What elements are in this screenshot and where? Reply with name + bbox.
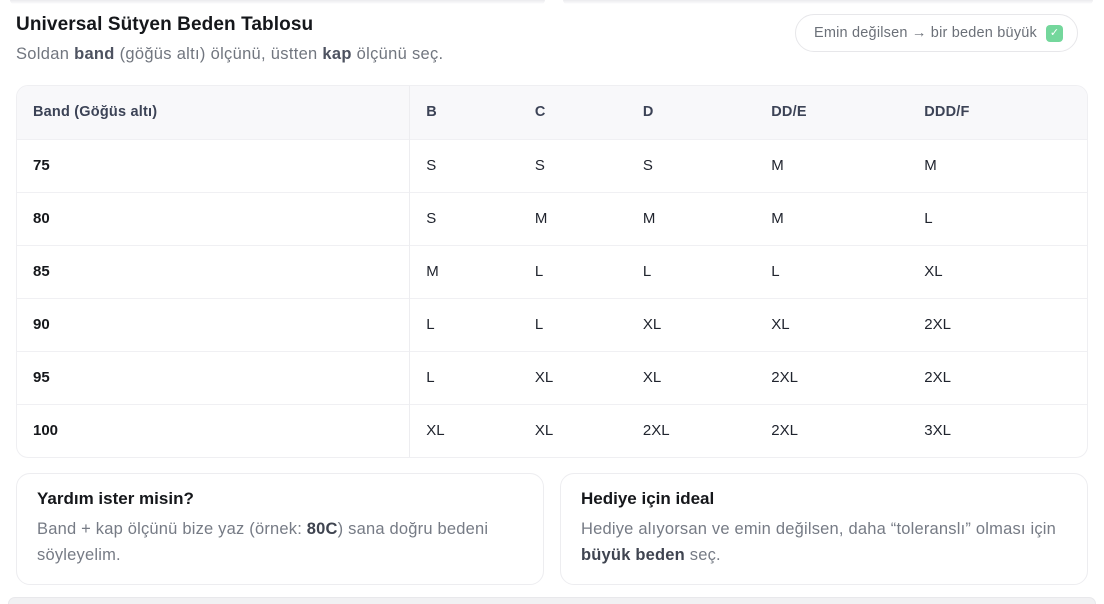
size-cell: S — [642, 157, 653, 174]
help-card: Yardım ister misin? Band + kap ölçünü bi… — [16, 473, 544, 586]
help-card-body: Band + kap ölçünü bize yaz (örnek: 80C) … — [37, 516, 523, 568]
size-cell: XL — [534, 422, 554, 440]
subtitle: Soldan band (göğüs altı) ölçünü, üstten … — [16, 45, 1088, 64]
size-cell: 2XL — [642, 422, 670, 440]
column-header-c: C — [518, 86, 627, 139]
size-cell: XL — [534, 369, 554, 386]
size-cell: L — [534, 316, 544, 333]
table-row-95: 95 L XL XL 2XL 2XL — [17, 351, 1087, 404]
size-cell: 2XL — [771, 422, 798, 440]
size-cell: XL — [924, 263, 943, 280]
gift-card-text: seç. — [684, 546, 721, 565]
size-cell: M — [426, 263, 439, 280]
subtitle-text: ölçünü seç. — [351, 45, 444, 63]
page-title: Universal Sütyen Beden Tablosu — [16, 14, 314, 35]
size-cell: 2XL — [771, 369, 798, 386]
size-cell: L — [924, 210, 933, 227]
table-row-80: 80 S M M M L — [17, 192, 1087, 245]
size-cell: S — [426, 157, 437, 174]
band-cell: 95 — [17, 351, 411, 404]
subtitle-keyword-kap: kap — [322, 45, 352, 63]
gift-card: Hediye için ideal Hediye alıyorsan ve em… — [560, 473, 1088, 586]
size-cell: 2XL — [924, 316, 951, 333]
size-cell: M — [771, 157, 784, 174]
band-cell: 85 — [17, 245, 411, 298]
column-header-dd-e: DD/E — [755, 86, 909, 139]
band-cell: 100 — [17, 404, 411, 457]
table-row-85: 85 M L L L XL — [17, 245, 1087, 298]
help-card-example-size: 80C — [306, 520, 338, 538]
size-cell: L — [426, 316, 435, 333]
help-card-title: Yardım ister misin? — [37, 489, 194, 508]
gift-card-text: Hediye alıyorsan ve emin değilsen, daha … — [581, 520, 1061, 538]
size-cell: XL — [771, 316, 790, 333]
size-cell: L — [534, 263, 544, 280]
size-up-hint-badge: Emin değilsen → bir beden büyük ✓ — [794, 14, 1078, 52]
size-cell: L — [426, 369, 435, 386]
column-header-ddd-f: DDD/F — [908, 86, 1087, 139]
size-cell: M — [924, 157, 937, 174]
size-table-container: Band (Göğüs altı) B C D DD/E DDD/F 75 S … — [16, 85, 1088, 458]
size-cell: M — [534, 210, 548, 227]
check-icon: ✓ — [1046, 24, 1063, 42]
previous-section-edge-right — [563, 0, 1093, 4]
hint-badge-label: Emin değilsen → bir beden büyük — [813, 25, 1037, 41]
size-cell: XL — [642, 369, 662, 386]
table-row-90: 90 L L XL XL 2XL — [17, 298, 1087, 351]
size-cell: 3XL — [924, 422, 951, 440]
size-cell: S — [426, 210, 437, 227]
table-header-row: Band (Göğüs altı) B C D DD/E DDD/F — [17, 86, 1087, 139]
gift-card-keyword: büyük beden — [581, 546, 685, 565]
size-cell: L — [771, 263, 780, 280]
size-cell: S — [534, 157, 545, 174]
subtitle-keyword-band: band — [74, 45, 115, 63]
size-cell: L — [642, 263, 652, 280]
next-section-edge — [8, 597, 1096, 604]
info-cards-row: Yardım ister misin? Band + kap ölçünü bi… — [16, 473, 1088, 586]
size-cell: XL — [426, 422, 445, 440]
subtitle-text: (göğüs altı) ölçünü, üstten — [114, 45, 323, 63]
size-guide-section: Universal Sütyen Beden Tablosu Soldan ba… — [16, 14, 1088, 586]
size-table: Band (Göğüs altı) B C D DD/E DDD/F 75 S … — [17, 86, 1087, 457]
column-header-d: D — [626, 86, 756, 139]
column-header-b: B — [409, 86, 519, 139]
band-cell: 90 — [17, 298, 411, 351]
gift-card-title: Hediye için ideal — [581, 489, 715, 508]
help-card-text: Band + kap ölçünü bize yaz (örnek: — [37, 520, 307, 538]
band-cell: 75 — [17, 139, 411, 192]
gift-card-body: Hediye alıyorsan ve emin değilsen, daha … — [581, 516, 1067, 568]
band-cell: 80 — [17, 192, 411, 245]
size-cell: M — [642, 210, 656, 227]
size-cell: M — [771, 210, 784, 227]
table-row-75: 75 S S S M M — [17, 139, 1087, 192]
subtitle-text: Soldan — [16, 45, 75, 63]
column-header-band: Band (Göğüs altı) — [17, 86, 411, 139]
help-card-text: ) sana doğru bedeni söyleyelim. — [37, 520, 494, 565]
size-cell: XL — [642, 316, 662, 333]
size-cell: 2XL — [924, 369, 951, 386]
table-row-100: 100 XL XL 2XL 2XL 3XL — [17, 404, 1087, 457]
previous-section-edge-left — [10, 0, 545, 4]
